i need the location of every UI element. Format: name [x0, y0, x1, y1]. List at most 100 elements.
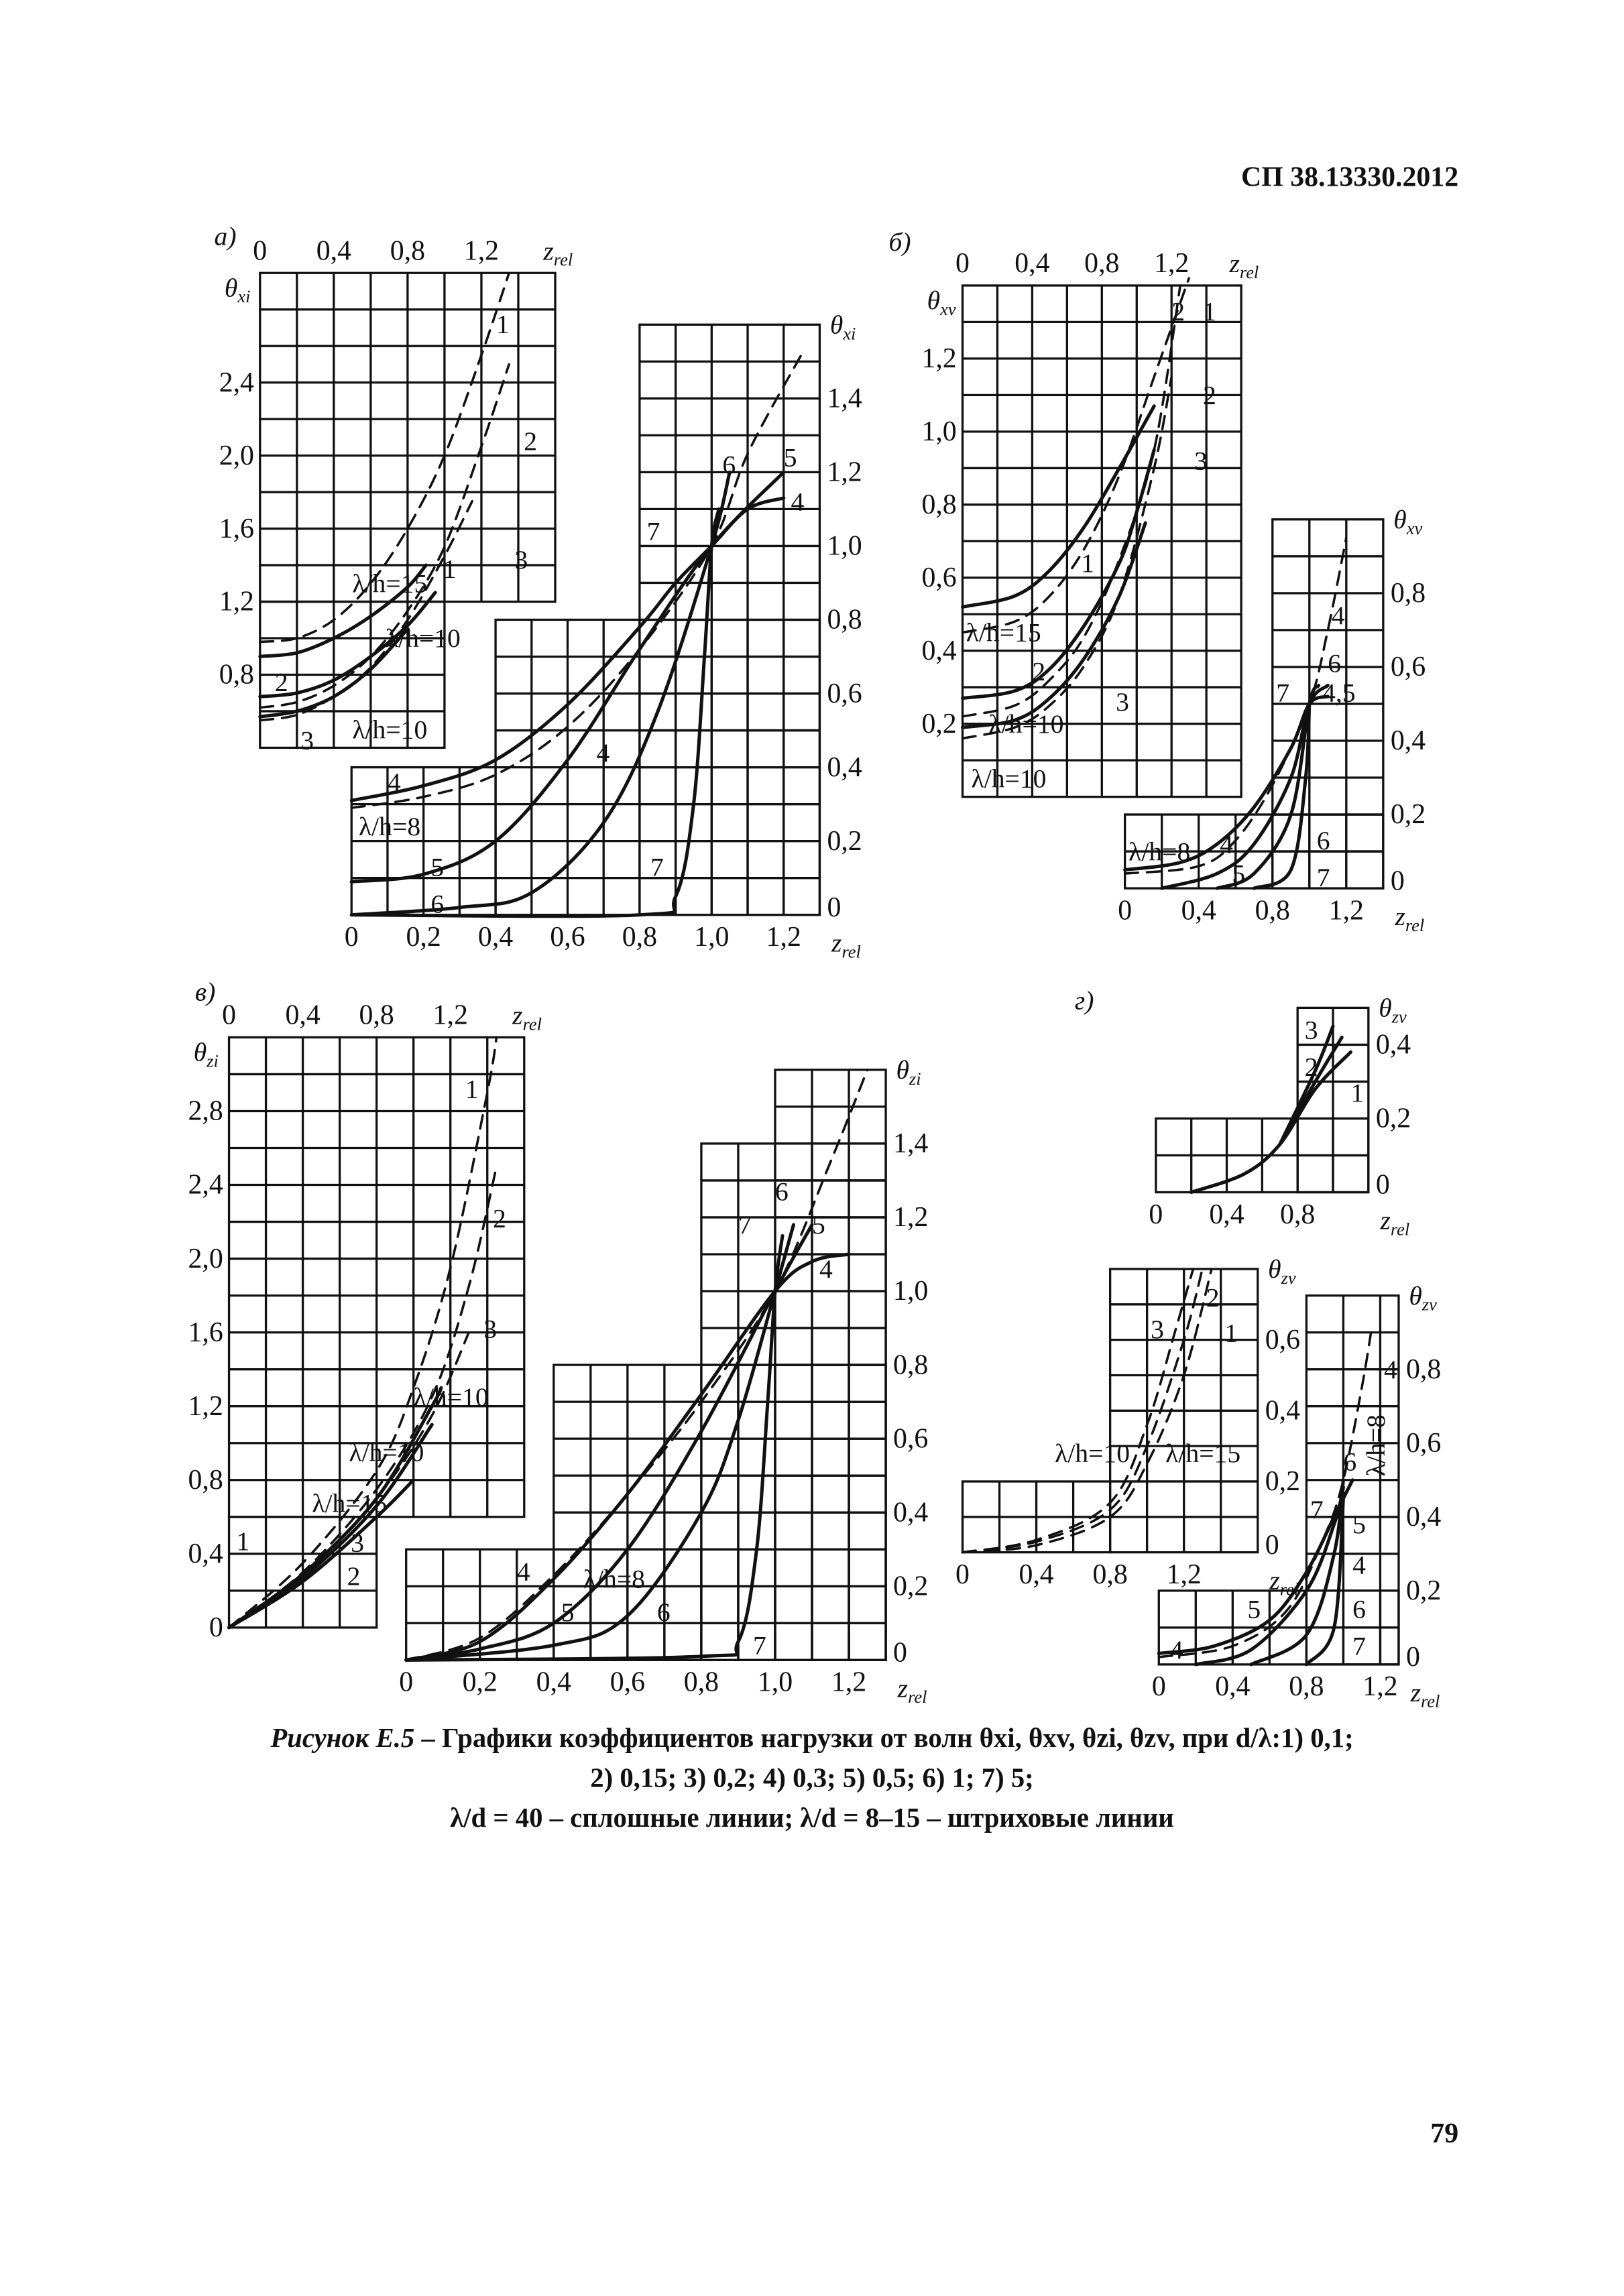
curve-6-solid	[404, 1223, 796, 1662]
grid	[350, 323, 821, 916]
x-axis-label-sub: rel	[1421, 1691, 1440, 1711]
x-axis-label-sub: rel	[1240, 262, 1259, 282]
y-axis-label-main: θ	[1379, 993, 1391, 1023]
x-tick-label: 1,2	[766, 922, 801, 953]
x-axis-label-main: z	[831, 928, 842, 958]
x-tick-label: 1,2	[831, 1667, 866, 1698]
curve-annotation: 4	[1352, 1551, 1366, 1580]
x-tick-label: 1,2	[1154, 248, 1189, 279]
curve-2-dashed	[259, 363, 510, 709]
y-tick-label: 1,4	[827, 383, 862, 414]
y-tick-label: 1,2	[219, 587, 254, 617]
curve-1-solid	[1190, 1050, 1352, 1195]
curve-annotation: 7	[1276, 678, 1289, 708]
x-tick-label: 1,2	[1329, 895, 1364, 926]
curve-annotation: 1	[1081, 548, 1094, 578]
curve-3-solid	[960, 521, 1147, 729]
x-tick-label: 0,8	[1289, 1671, 1324, 1702]
y-tick-label: 0	[1391, 865, 1405, 896]
curve-annotation: λ/h=10	[352, 715, 427, 744]
x-tick-label: 0	[399, 1667, 413, 1698]
curve-annotation: 4	[1220, 829, 1233, 859]
panel-label-g: г)	[1075, 986, 1094, 1016]
x-axis-label-main: z	[1269, 1566, 1279, 1595]
figure-number: Рисунок Е.5	[270, 1723, 414, 1753]
curve-annotation: λ/h=10	[988, 709, 1063, 739]
y-axis-label: θzi	[194, 1038, 219, 1071]
x-axis-label: zrel	[897, 1673, 927, 1707]
y-tick-label: 0,6	[1391, 652, 1426, 682]
curve-annotation: 3	[351, 1528, 364, 1558]
curve-2-dashed	[961, 284, 1181, 718]
curve-annotation: 5	[561, 1597, 575, 1627]
curve-annotation: 7	[1317, 863, 1330, 892]
curve-annotation: 2	[1305, 1052, 1318, 1082]
curve-annotation: 2	[524, 426, 537, 456]
x-tick-label: 0,4	[1181, 895, 1216, 926]
x-tick-label: 0,6	[610, 1667, 645, 1698]
y-tick-label: 0,4	[1391, 725, 1426, 756]
y-tick-label: 0,6	[827, 678, 862, 709]
curve-4-dashed	[1157, 1331, 1373, 1658]
curve-annotation: 7	[738, 1210, 752, 1240]
curve-3-dashed	[259, 499, 473, 722]
y-tick-label: 2,0	[188, 1244, 223, 1274]
y-tick-label: 0,2	[827, 826, 862, 857]
x-tick-label: 0	[1149, 1199, 1163, 1230]
curve-annotation: λ/h=8	[583, 1564, 645, 1593]
curve-annotation: 4,5	[1322, 678, 1356, 708]
x-tick-label: 0,6	[550, 922, 585, 953]
curve-3-dashed	[961, 375, 1173, 740]
curve-annotation: 5	[1247, 1595, 1261, 1624]
y-tick-label: 0,8	[1391, 578, 1426, 609]
y-tick-label: 0	[1265, 1530, 1279, 1561]
x-tick-label: 0	[1152, 1671, 1166, 1702]
page-number: 79	[1430, 2118, 1458, 2149]
y-tick-label: 0,2	[1265, 1466, 1300, 1497]
y-tick-label: 0,8	[188, 1465, 223, 1496]
curve-annotation: 4	[1332, 601, 1345, 630]
curve-3-solid	[258, 627, 410, 719]
x-tick-label: 0	[1118, 895, 1132, 926]
x-axis-label-sub: rel	[1405, 915, 1424, 935]
curve-7-solid	[1252, 702, 1312, 890]
y-tick-label: 0	[827, 892, 841, 923]
y-axis-label-sub: xv	[1406, 518, 1423, 538]
curve-4-dashed	[350, 353, 803, 809]
y-axis-label-sub: zi	[909, 1069, 921, 1089]
curve-annotation: 2	[493, 1203, 506, 1233]
y-tick-label: 0,6	[1406, 1428, 1441, 1459]
x-axis-label: zrel	[512, 1001, 542, 1034]
y-tick-label: 1,2	[188, 1391, 223, 1422]
curve-annotation: 5	[430, 852, 444, 882]
curve-annotation: 7	[1310, 1495, 1324, 1524]
x-tick-label: 0,8	[1280, 1199, 1315, 1230]
y-tick-label: 2,8	[188, 1096, 223, 1127]
curve-1-dashed	[961, 277, 1190, 634]
y-axis-label-main: θ	[1268, 1254, 1281, 1284]
panel-label-v: в)	[195, 977, 215, 1006]
y-tick-label: 0,4	[921, 636, 956, 666]
curve-4-dashed	[1123, 536, 1348, 875]
x-tick-label: 0,4	[536, 1667, 571, 1698]
grid	[1155, 1006, 1370, 1194]
curve-2-solid	[258, 591, 437, 699]
curve-annotation: 5	[1232, 859, 1245, 888]
y-axis-label-sub: zv	[1422, 1294, 1437, 1315]
curve-annotation: 6	[430, 889, 444, 918]
x-tick-label: 0,8	[684, 1667, 719, 1698]
curve-3-solid	[227, 1386, 443, 1630]
y-tick-label: 0,2	[1406, 1575, 1441, 1606]
y-tick-label: 0,8	[893, 1349, 928, 1380]
x-tick-label: 0,2	[463, 1667, 498, 1698]
curve-annotation: 3	[1116, 687, 1129, 717]
x-tick-label: 0,4	[478, 922, 513, 953]
curve-annotation: 3	[1305, 1016, 1318, 1045]
curve-annotation: 4	[791, 487, 804, 517]
x-tick-label: 0	[253, 235, 267, 266]
y-axis-label-main: θ	[225, 273, 237, 302]
curve-1-solid	[258, 563, 428, 658]
